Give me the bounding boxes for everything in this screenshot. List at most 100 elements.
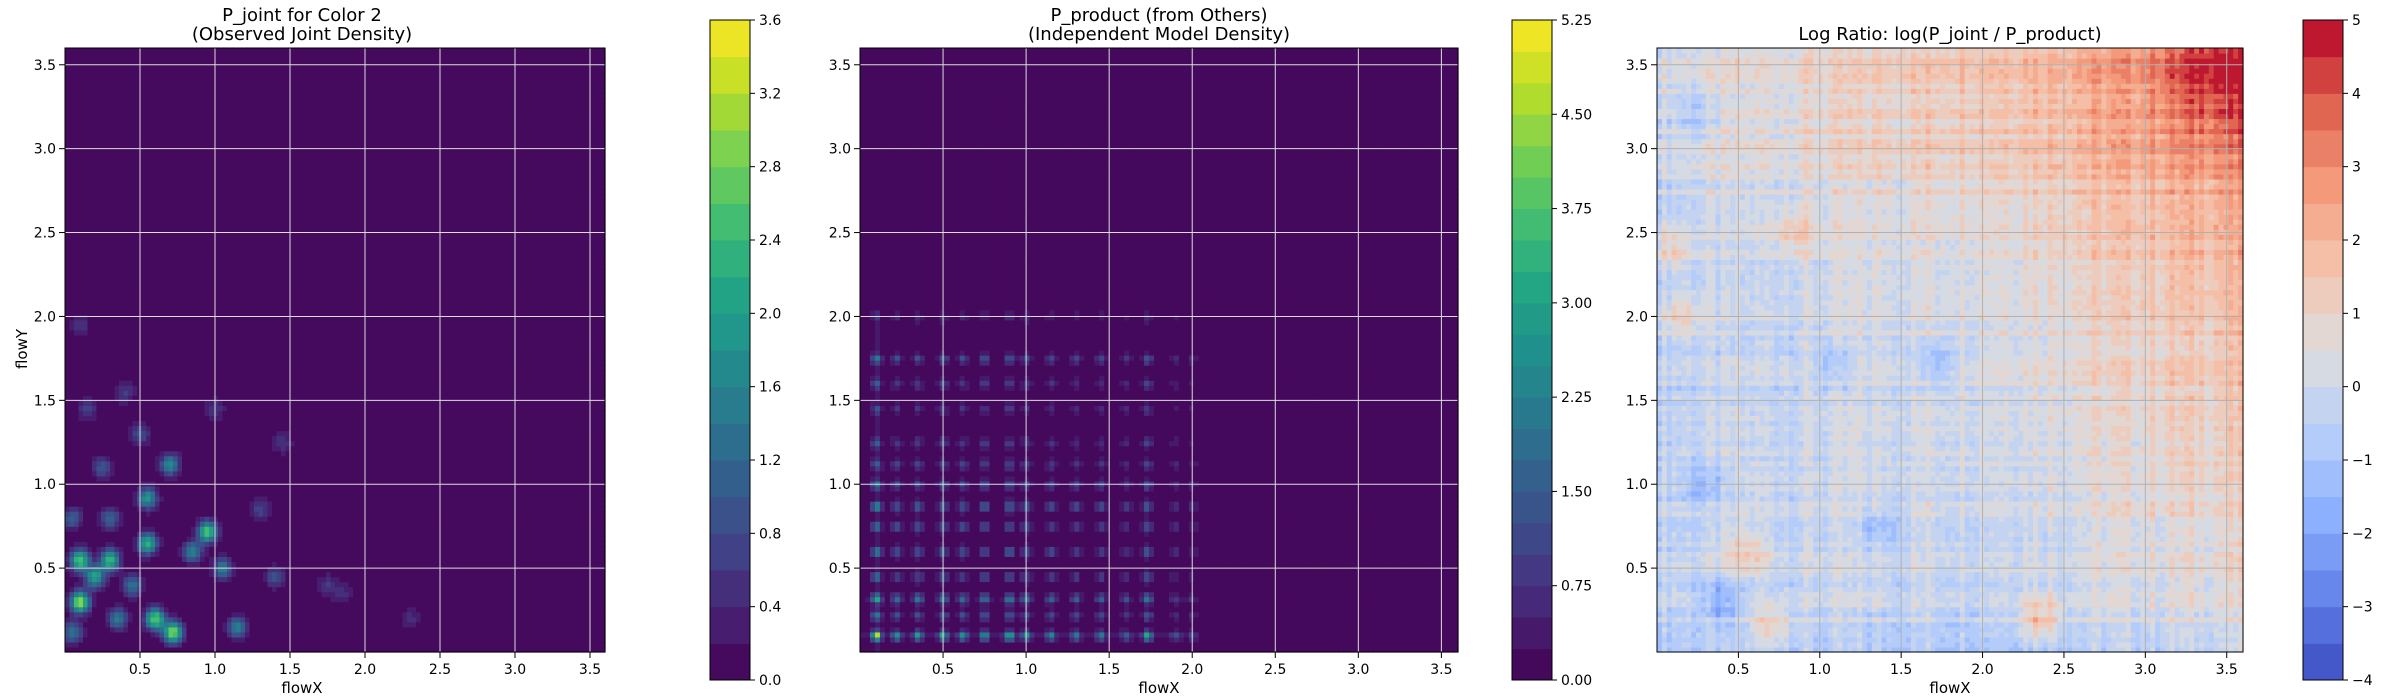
heatmap-cell [83, 239, 88, 245]
heatmap-cell [187, 481, 192, 487]
heatmap-cell [200, 441, 205, 447]
heatmap-cell [191, 63, 196, 69]
heatmap-cell [182, 526, 187, 532]
heatmap-cell [142, 400, 147, 406]
heatmap-cell [115, 310, 120, 316]
heatmap-cell [182, 496, 187, 502]
heatmap-cell [101, 214, 106, 220]
heatmap-cell [70, 189, 75, 195]
heatmap-cell [155, 214, 160, 220]
heatmap-cell [97, 118, 102, 124]
heatmap-cell [205, 571, 210, 577]
heatmap-cell [115, 597, 120, 603]
heatmap-cell [196, 451, 201, 457]
heatmap-cell [115, 481, 120, 487]
heatmap-cell [70, 622, 75, 628]
heatmap-cell [205, 441, 210, 447]
heatmap-cell [214, 637, 219, 643]
heatmap-cell [200, 295, 205, 301]
heatmap-cell [79, 224, 84, 230]
heatmap-cell [119, 436, 124, 442]
heatmap-cell [128, 597, 133, 603]
heatmap-cell [74, 511, 79, 517]
heatmap-cell [106, 541, 111, 547]
heatmap-cell [196, 370, 201, 376]
heatmap-cell [196, 400, 201, 406]
heatmap-cell [160, 536, 165, 542]
heatmap-cell [133, 330, 138, 336]
heatmap-cell [142, 154, 147, 160]
heatmap-cell [65, 551, 70, 557]
heatmap-cell [218, 607, 223, 613]
heatmap-cell [223, 335, 228, 341]
heatmap-cell [214, 73, 219, 79]
heatmap-cell [182, 103, 187, 109]
heatmap-cell [142, 370, 147, 376]
heatmap-cell [70, 546, 75, 552]
heatmap-cell [155, 254, 160, 260]
heatmap-cell [214, 577, 219, 583]
heatmap-cell [196, 290, 201, 296]
heatmap-cell [106, 53, 111, 59]
heatmap-cell [191, 632, 196, 638]
heatmap-cell [115, 456, 120, 462]
heatmap-cell [133, 602, 138, 608]
heatmap-cell [79, 179, 84, 185]
heatmap-cell [110, 506, 115, 512]
heatmap-cell [70, 551, 75, 557]
heatmap-cell [214, 451, 219, 457]
heatmap-cell [106, 531, 111, 537]
heatmap-cell [101, 73, 106, 79]
heatmap-cell [92, 415, 97, 421]
heatmap-cell [142, 612, 147, 618]
heatmap-cell [88, 174, 93, 180]
heatmap-cell [74, 194, 79, 200]
heatmap-cell [88, 556, 93, 562]
heatmap-cell [187, 360, 192, 366]
heatmap-cell [182, 370, 187, 376]
heatmap-cell [92, 556, 97, 562]
heatmap-cell [218, 385, 223, 391]
heatmap-cell [155, 83, 160, 89]
heatmap-cell [92, 481, 97, 487]
heatmap-cell [178, 244, 183, 250]
heatmap-cell [146, 149, 151, 155]
heatmap-cell [160, 577, 165, 583]
heatmap-cell [178, 139, 183, 145]
heatmap-cell [79, 164, 84, 170]
heatmap-cell [146, 471, 151, 477]
heatmap-cell [101, 204, 106, 210]
heatmap-cell [70, 370, 75, 376]
heatmap-cell [169, 607, 174, 613]
heatmap-cell [218, 577, 223, 583]
heatmap-cell [124, 602, 129, 608]
heatmap-cell [223, 541, 228, 547]
heatmap-cell [79, 521, 84, 527]
heatmap-cell [164, 139, 169, 145]
heatmap-cell [110, 400, 115, 406]
heatmap-cell [164, 556, 169, 562]
heatmap-cell [83, 400, 88, 406]
heatmap-cell [187, 48, 192, 54]
heatmap-cell [79, 637, 84, 643]
heatmap-cell [155, 98, 160, 104]
heatmap-cell [97, 320, 102, 326]
heatmap-cell [196, 531, 201, 537]
heatmap-cell [151, 58, 156, 64]
heatmap-cell [151, 174, 156, 180]
heatmap-cell [74, 390, 79, 396]
heatmap-cell [223, 400, 228, 406]
heatmap-cell [191, 58, 196, 64]
heatmap-cell [178, 622, 183, 628]
heatmap-cell [164, 385, 169, 391]
heatmap-cell [214, 541, 219, 547]
heatmap-cell [196, 93, 201, 99]
heatmap-cell [92, 229, 97, 235]
heatmap-cell [164, 108, 169, 114]
heatmap-cell [97, 335, 102, 341]
heatmap-cell [196, 632, 201, 638]
heatmap-cell [110, 108, 115, 114]
heatmap-cell [70, 556, 75, 562]
joint-density-panel: P_joint for Color 2 (Observed Joint Dens… [13, 5, 781, 697]
heatmap-cell [160, 184, 165, 190]
